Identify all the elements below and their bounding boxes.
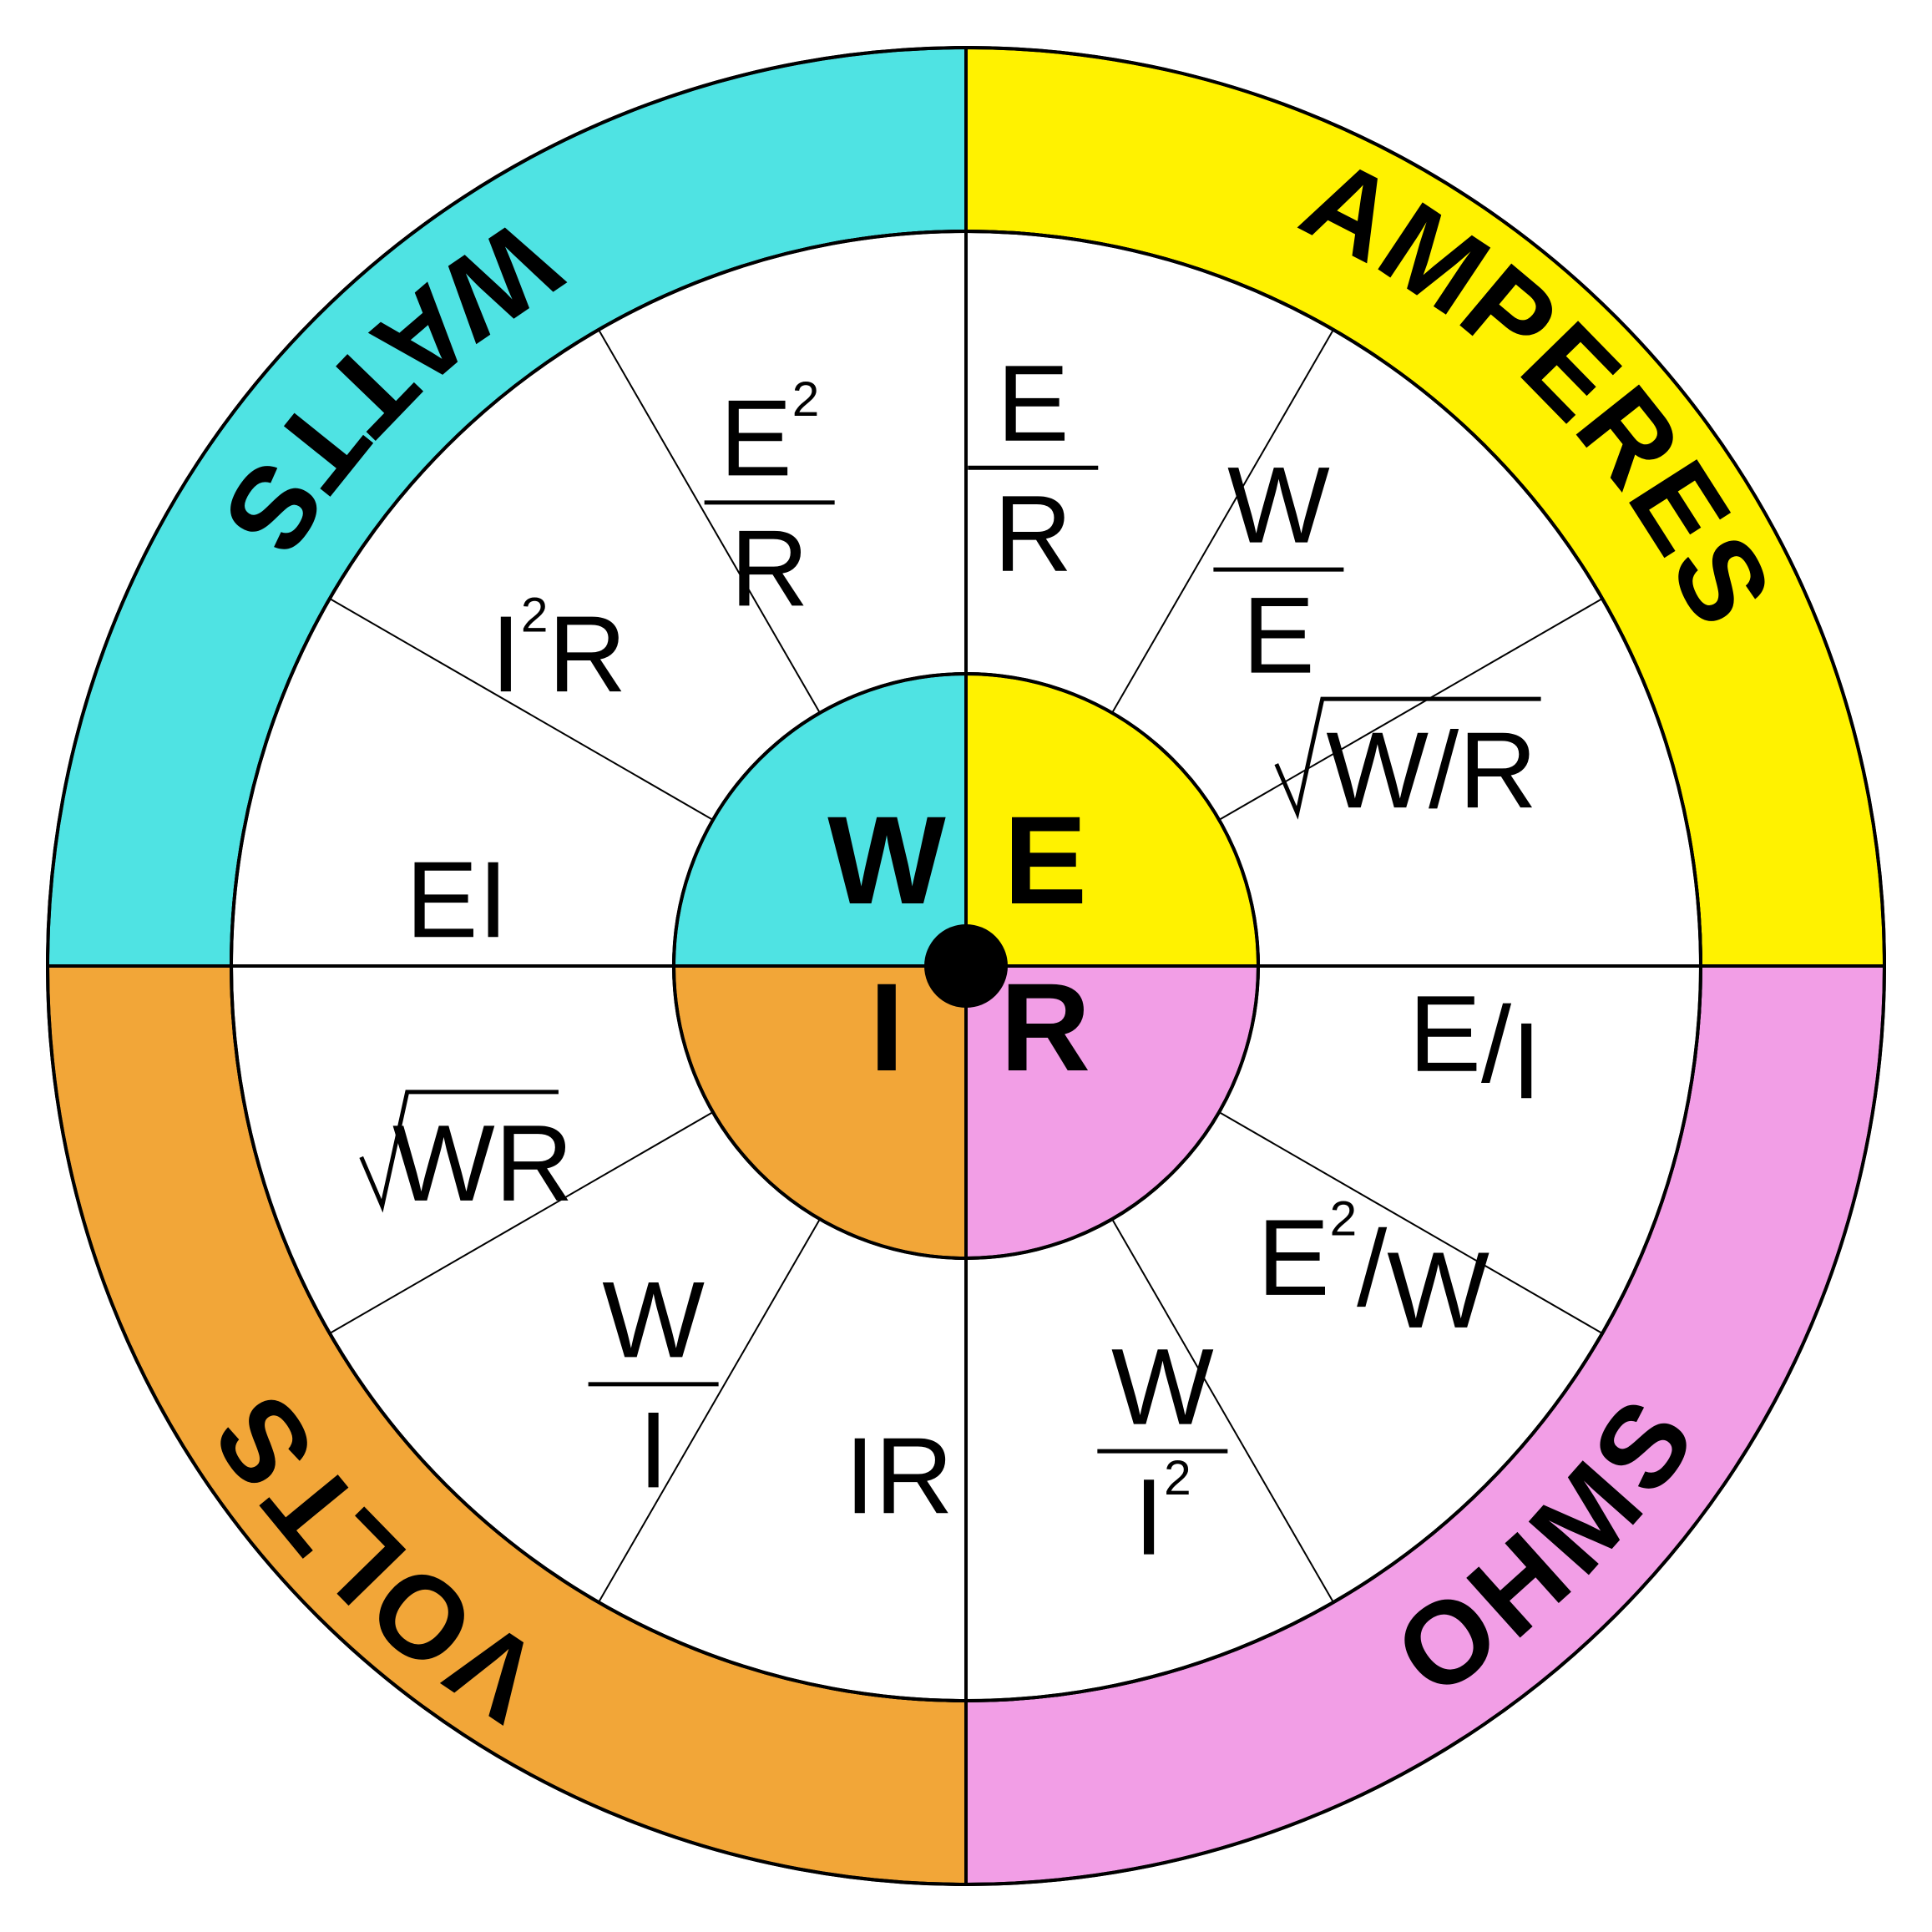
formula-9: IR xyxy=(845,1414,953,1536)
svg-text:IR: IR xyxy=(845,1414,953,1536)
center-symbol-amperes: E xyxy=(1004,790,1087,930)
ohms-law-wheel: WEIRWATTSAMPERESVOLTSOHMSEII2RE2RERWEW/R… xyxy=(0,0,1932,1932)
svg-text:W: W xyxy=(1111,1326,1214,1448)
center-symbol-ohms: R xyxy=(1000,957,1090,1097)
svg-text:W: W xyxy=(1227,444,1330,566)
svg-text:W: W xyxy=(602,1258,705,1380)
svg-text:E: E xyxy=(1242,574,1315,696)
formula-0: EI xyxy=(406,838,508,960)
formula-1: I2R xyxy=(491,589,627,716)
svg-text:R: R xyxy=(731,507,809,629)
center-symbol-watts: W xyxy=(827,790,946,930)
svg-text:E: E xyxy=(997,342,1070,464)
center-dot xyxy=(924,924,1008,1008)
svg-text:W/R: W/R xyxy=(1326,709,1537,831)
svg-text:I2R: I2R xyxy=(491,589,627,716)
svg-text:WR: WR xyxy=(392,1102,574,1224)
svg-text:R: R xyxy=(994,473,1072,594)
center-symbol-volts: I xyxy=(869,957,904,1097)
formula-11: WR xyxy=(362,1092,574,1224)
svg-text:EI: EI xyxy=(406,838,508,960)
svg-text:I: I xyxy=(639,1388,669,1510)
